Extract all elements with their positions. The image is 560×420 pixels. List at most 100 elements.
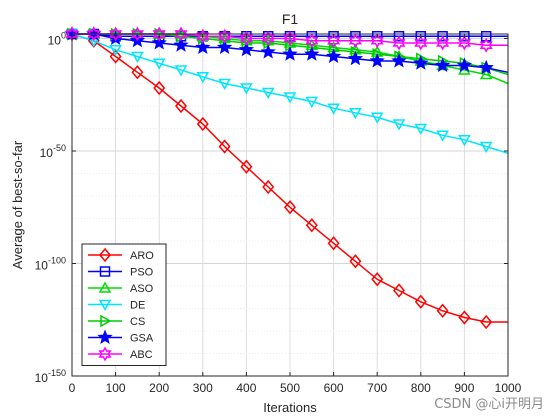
x-tick-label: 400 — [236, 381, 256, 395]
data-point — [437, 31, 448, 42]
data-point — [238, 41, 255, 57]
data-point — [305, 96, 319, 109]
data-point — [196, 116, 209, 132]
data-point — [436, 130, 449, 142]
legend-marker — [98, 281, 112, 293]
data-point — [261, 30, 275, 47]
data-point — [459, 31, 470, 42]
y-axis-ticks: 100 10-50 10-100 10-150 — [35, 31, 508, 385]
data-point — [283, 92, 297, 104]
data-point — [304, 46, 320, 61]
data-point — [393, 283, 405, 298]
data-point — [109, 45, 122, 57]
data-point — [174, 65, 188, 77]
data-point — [327, 33, 341, 49]
legend-item-abc: ABC — [88, 346, 153, 362]
x-tick-label: 800 — [411, 381, 431, 395]
legend-marker — [99, 247, 111, 263]
data-point — [218, 139, 231, 154]
x-tick-label: 0 — [69, 381, 76, 395]
legend-item-gsa: GSA — [88, 329, 154, 345]
data-point — [305, 33, 319, 49]
data-point — [195, 39, 211, 55]
data-point — [327, 236, 340, 251]
y-axis-label: Average of best-so-far — [10, 140, 25, 269]
watermark: CSDN @心i开明月 — [434, 397, 544, 412]
x-tick-label: 100 — [106, 381, 126, 395]
x-tick-label: 500 — [280, 381, 300, 395]
data-point — [218, 78, 231, 91]
data-point — [436, 303, 449, 318]
data-point — [174, 26, 188, 42]
data-point — [480, 314, 493, 330]
data-point — [239, 30, 253, 47]
x-tick-label: 900 — [454, 381, 474, 395]
data-point — [240, 83, 253, 95]
legend-label: DE — [130, 300, 145, 312]
data-point — [325, 48, 342, 64]
data-point — [415, 31, 427, 42]
y-tick-label: 10-150 — [35, 368, 66, 385]
data-point — [436, 35, 450, 51]
data-point — [479, 67, 493, 80]
legend-label: GSA — [130, 333, 154, 345]
data-point — [414, 123, 428, 136]
data-point — [87, 26, 101, 42]
legend-marker — [98, 299, 112, 312]
x-tick-label: 1000 — [495, 381, 522, 395]
x-tick-label: 600 — [324, 381, 344, 395]
y-tick-label: 10-100 — [35, 256, 66, 273]
data-point — [457, 35, 471, 51]
data-point — [349, 254, 362, 269]
data-point — [152, 58, 166, 70]
x-axis-label: Iterations — [263, 400, 317, 415]
data-point — [478, 59, 494, 75]
data-point — [262, 179, 275, 195]
legend-item-de: DE — [88, 300, 145, 312]
legend-label: PSO — [130, 267, 154, 279]
data-point — [393, 31, 405, 42]
data-point — [327, 103, 340, 115]
legend-marker — [99, 266, 111, 277]
data-point — [109, 49, 122, 64]
data-point — [305, 218, 318, 233]
legend-item-cs: CS — [88, 314, 145, 328]
data-point — [216, 39, 233, 55]
y-tick-label: 100 — [48, 31, 66, 48]
data-point — [218, 28, 232, 44]
legend: ARO PSO ASO DE CS GSA ABC — [81, 243, 167, 366]
legend-label: CS — [130, 316, 145, 328]
y-tick-label: 10-50 — [40, 143, 66, 160]
data-point — [196, 72, 210, 84]
series-de — [65, 29, 509, 155]
legend-label: ARO — [130, 250, 154, 262]
data-point — [261, 87, 275, 100]
legend-item-pso: PSO — [88, 266, 154, 279]
data-point — [282, 46, 298, 61]
data-point — [458, 135, 471, 147]
legend-marker — [100, 314, 112, 328]
data-point — [347, 50, 364, 66]
data-point — [131, 65, 144, 80]
data-point — [348, 33, 362, 49]
data-point — [434, 57, 451, 73]
data-point — [130, 26, 144, 42]
data-point — [284, 200, 296, 215]
legend-marker — [97, 329, 113, 345]
series-line-de — [71, 33, 509, 155]
data-point — [414, 294, 427, 309]
data-point — [370, 33, 384, 49]
data-point — [153, 80, 166, 96]
legend-label: ABC — [130, 349, 153, 361]
data-point — [414, 35, 428, 51]
x-tick-label: 200 — [149, 381, 169, 395]
legend-label: ASO — [130, 283, 154, 295]
data-point — [173, 37, 189, 52]
series-line-aro — [71, 33, 508, 323]
x-tick-label: 300 — [193, 381, 213, 395]
data-point — [371, 272, 384, 287]
data-point — [151, 34, 167, 50]
data-point — [349, 108, 362, 120]
legend-item-aso: ASO — [88, 281, 154, 295]
